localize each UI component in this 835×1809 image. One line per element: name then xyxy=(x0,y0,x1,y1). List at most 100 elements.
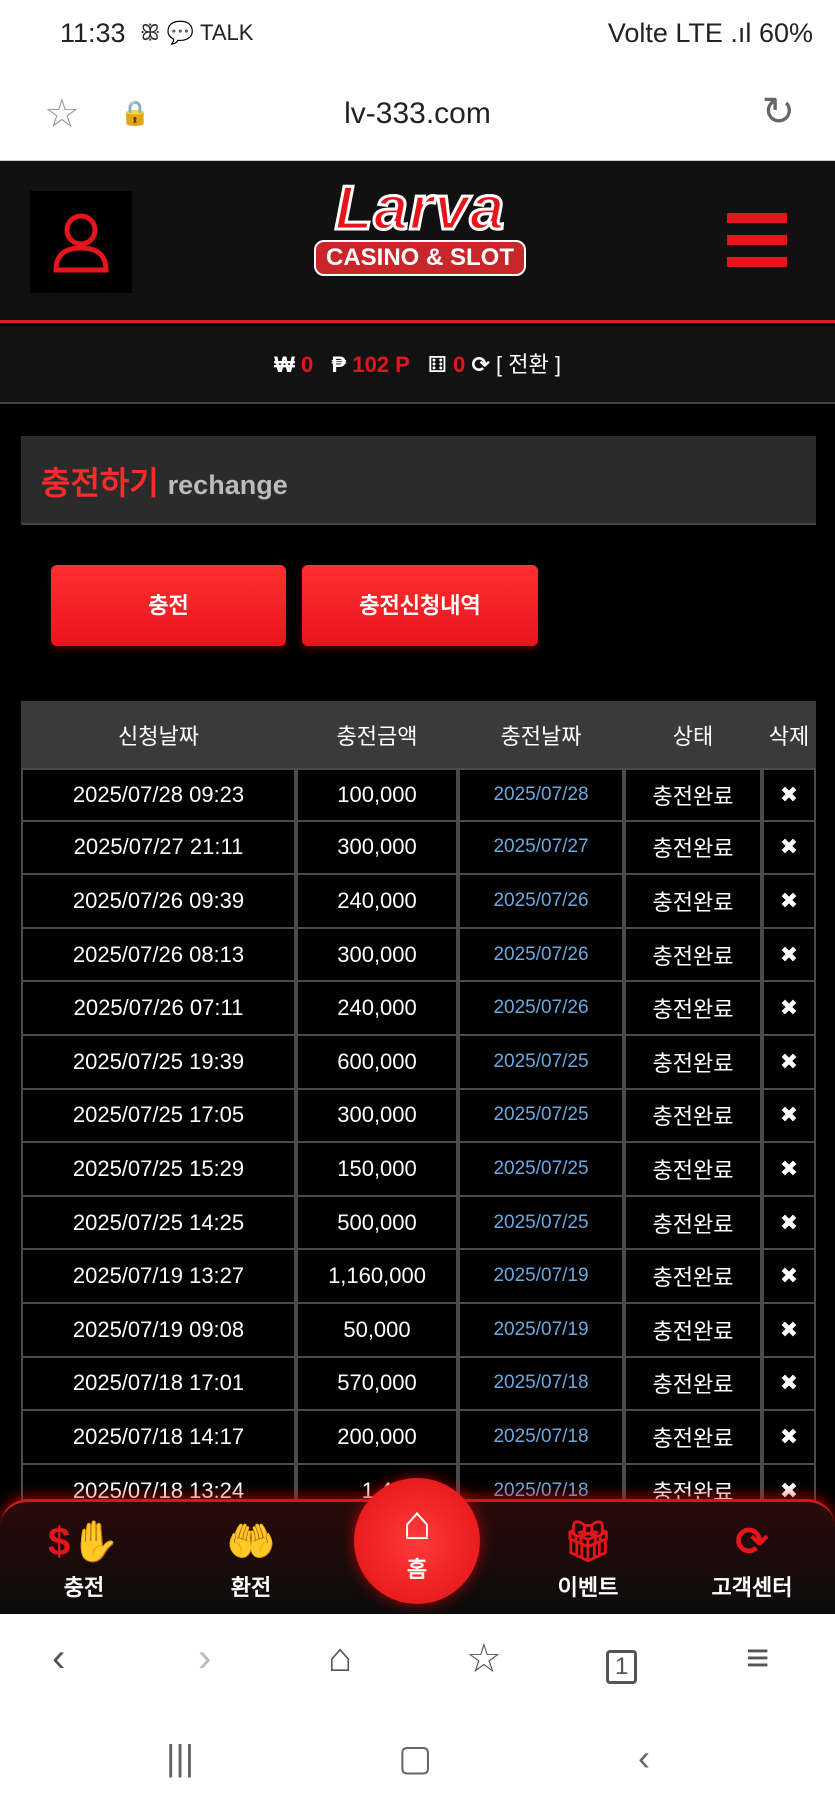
logo-sub: CASINO & SLOT xyxy=(313,240,526,276)
amount: 300,000 xyxy=(296,821,458,876)
charge-date: 2025/07/25 xyxy=(458,1196,624,1251)
hand-dollar-icon: $✋ xyxy=(47,1520,121,1564)
menu-icon[interactable]: ≡ xyxy=(746,1636,770,1680)
request-date: 2025/07/28 09:23 xyxy=(21,768,296,822)
refresh-icon[interactable]: ⟳ xyxy=(471,352,490,377)
logo-main: Larva xyxy=(333,173,506,245)
dice-icon: ⚅ xyxy=(427,352,447,377)
tabs-icon[interactable]: 1 xyxy=(606,1650,638,1684)
lock-icon[interactable]: 🔒 xyxy=(120,100,150,127)
table-row: 2025/07/18 14:17 200,000 2025/07/18 충전완료 ✖ xyxy=(21,1411,816,1465)
network-icon: Volte LTE .ıl xyxy=(607,18,752,48)
amount: 600,000 xyxy=(296,1035,458,1090)
page-title: 충전하기 rechange xyxy=(21,436,816,525)
table-row: 2025/07/26 09:39 240,000 2025/07/26 충전완료 ✖ xyxy=(21,875,816,929)
browser-toolbar: ‹ › ⌂ ☆ 1 ≡ xyxy=(0,1614,835,1709)
nav-event[interactable]: 🎁︎ 이벤트 xyxy=(528,1514,648,1602)
table-row: 2025/07/28 09:23 100,000 2025/07/28 충전완료 ✖ xyxy=(21,768,816,822)
amount: 300,000 xyxy=(296,1089,458,1144)
charge-history-table: 신청날짜 충전금액 충전날짜 상태 삭제 2025/07/28 09:23 100… xyxy=(21,701,816,1519)
amount: 500,000 xyxy=(296,1196,458,1251)
bookmarks-icon[interactable]: ☆ xyxy=(466,1637,502,1681)
nav-home[interactable]: ⌂ 홈 xyxy=(354,1478,480,1604)
delete-icon[interactable]: ✖ xyxy=(762,1357,816,1412)
table-row: 2025/07/26 07:11 240,000 2025/07/26 충전완료 ✖ xyxy=(21,982,816,1036)
table-row: 2025/07/19 13:27 1,160,000 2025/07/19 충전완료 ✖ xyxy=(21,1250,816,1304)
user-button[interactable] xyxy=(30,191,132,293)
url-field[interactable]: lv-333.com xyxy=(344,97,491,130)
forward-icon[interactable]: › xyxy=(198,1636,212,1680)
back-button-icon[interactable]: ‹ xyxy=(638,1737,650,1778)
amount: 240,000 xyxy=(296,982,458,1036)
status: 충전완료 xyxy=(624,1357,762,1412)
nav-charge-label: 충전 xyxy=(63,1575,105,1600)
request-date: 2025/07/18 17:01 xyxy=(21,1357,296,1412)
delete-icon[interactable]: ✖ xyxy=(762,1143,816,1197)
table-row: 2025/07/18 17:01 570,000 2025/07/18 충전완료 ✖ xyxy=(21,1357,816,1412)
balance-bar: ₩ 0 ₱ 102 P ⚅ 0 ⟳ [ 전환 ] xyxy=(0,326,835,404)
delete-icon[interactable]: ✖ xyxy=(762,982,816,1036)
nav-home-label: 홈 xyxy=(406,1557,428,1582)
convert-link[interactable]: [ 전환 ] xyxy=(496,352,561,377)
amount: 1,160,000 xyxy=(296,1250,458,1304)
charge-history-button[interactable]: 충전신청내역 xyxy=(302,565,538,646)
nav-charge[interactable]: $✋ 충전 xyxy=(24,1514,144,1602)
table-row: 2025/07/25 15:29 150,000 2025/07/25 충전완료 ✖ xyxy=(21,1143,816,1197)
amount: 150,000 xyxy=(296,1143,458,1197)
won-icon: ₩ xyxy=(274,352,295,377)
nav-exchange-label: 환전 xyxy=(230,1575,272,1600)
delete-icon[interactable]: ✖ xyxy=(762,928,816,983)
charge-button[interactable]: 충전 xyxy=(51,565,286,646)
status-bar: 11:33 ꕥ 💬 TALK Volte LTE .ıl 60% xyxy=(0,0,835,69)
request-date: 2025/07/18 14:17 xyxy=(21,1411,296,1465)
charge-date: 2025/07/25 xyxy=(458,1035,624,1090)
charge-date: 2025/07/27 xyxy=(458,821,624,876)
charge-date: 2025/07/26 xyxy=(458,928,624,983)
status: 충전완료 xyxy=(624,928,762,983)
title-english: rechange xyxy=(167,470,288,500)
delete-icon[interactable]: ✖ xyxy=(762,1196,816,1251)
header-delete: 삭제 xyxy=(768,723,810,749)
request-date: 2025/07/25 17:05 xyxy=(21,1089,296,1144)
bookmark-star-icon[interactable]: ☆ xyxy=(44,92,80,136)
request-date: 2025/07/19 13:27 xyxy=(21,1250,296,1304)
delete-icon[interactable]: ✖ xyxy=(762,1250,816,1304)
charge-date: 2025/07/25 xyxy=(458,1143,624,1197)
reload-icon[interactable]: ↻ xyxy=(761,90,795,134)
delete-icon[interactable]: ✖ xyxy=(762,875,816,929)
charge-date: 2025/07/26 xyxy=(458,982,624,1036)
browser-url-bar: ☆ 🔒 lv-333.com ↻ xyxy=(0,69,835,161)
logo[interactable]: Larva CASINO & SLOT xyxy=(300,173,540,313)
home-button-icon[interactable]: ▢ xyxy=(398,1737,433,1778)
chip-balance: 0 xyxy=(453,352,466,377)
hamburger-menu-icon[interactable] xyxy=(727,213,787,279)
status: 충전완료 xyxy=(624,1303,762,1358)
amount: 200,000 xyxy=(296,1411,458,1465)
status: 충전완료 xyxy=(624,1411,762,1465)
nav-support[interactable]: ⟳ 고객센터 xyxy=(692,1514,812,1602)
header-request-date: 신청날짜 xyxy=(118,723,199,749)
charge-date: 2025/07/19 xyxy=(458,1250,624,1304)
recents-icon[interactable]: ||| xyxy=(166,1737,195,1778)
delete-icon[interactable]: ✖ xyxy=(762,768,816,822)
user-icon xyxy=(53,213,109,273)
back-icon[interactable]: ‹ xyxy=(52,1636,66,1680)
gift-icon: 🎁︎ xyxy=(562,1520,614,1564)
charge-date: 2025/07/19 xyxy=(458,1303,624,1358)
delete-icon[interactable]: ✖ xyxy=(762,1303,816,1358)
status: 충전완료 xyxy=(624,1196,762,1251)
header-amount: 충전금액 xyxy=(336,723,418,749)
delete-icon[interactable]: ✖ xyxy=(762,821,816,876)
battery-level: 60% xyxy=(758,18,813,48)
request-date: 2025/07/19 09:08 xyxy=(21,1303,296,1358)
nav-event-label: 이벤트 xyxy=(557,1575,619,1600)
point-icon: ₱ xyxy=(331,352,347,377)
home-icon[interactable]: ⌂ xyxy=(328,1636,353,1680)
header-charge-date: 충전날짜 xyxy=(500,723,582,749)
status: 충전완료 xyxy=(624,1035,762,1090)
status: 충전완료 xyxy=(624,768,762,822)
delete-icon[interactable]: ✖ xyxy=(762,1411,816,1465)
delete-icon[interactable]: ✖ xyxy=(762,1035,816,1090)
nav-exchange[interactable]: 🤲 환전 xyxy=(191,1514,311,1602)
delete-icon[interactable]: ✖ xyxy=(762,1089,816,1144)
